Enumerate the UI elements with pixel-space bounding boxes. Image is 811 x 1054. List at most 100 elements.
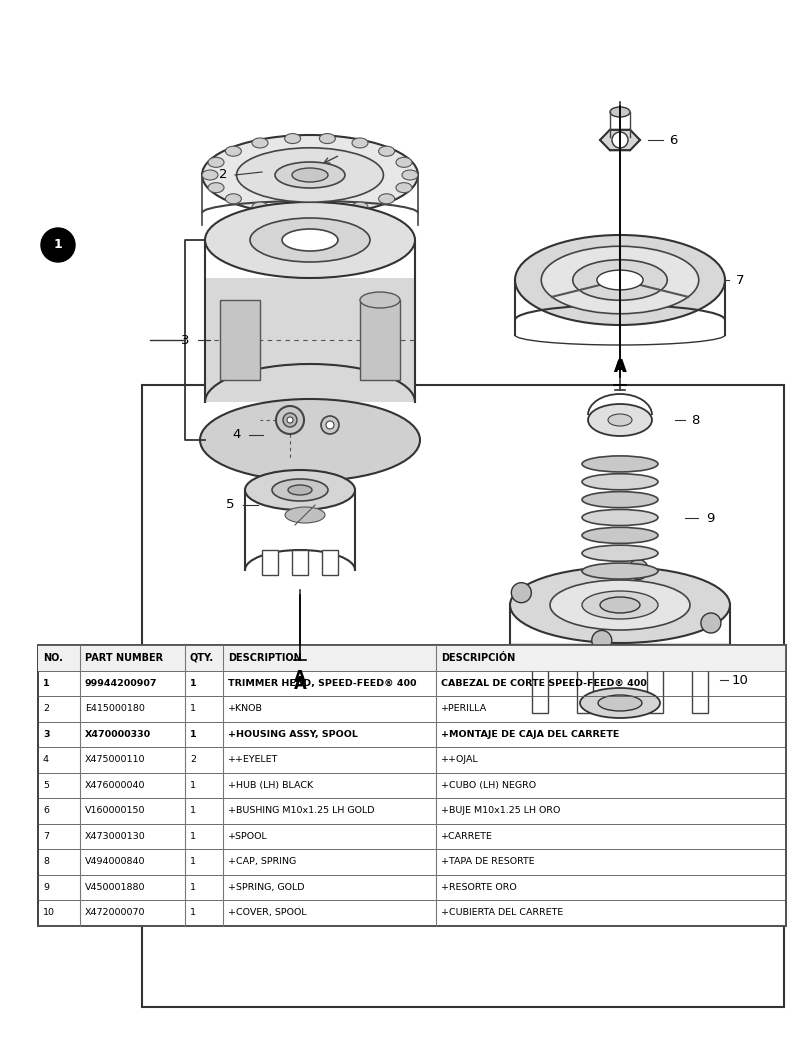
Text: 1: 1 (190, 883, 195, 892)
Text: +HUB (LH) BLACK: +HUB (LH) BLACK (228, 781, 313, 789)
Text: V450001880: V450001880 (85, 883, 145, 892)
Ellipse shape (401, 170, 418, 180)
Bar (577, 653, 592, 713)
Bar (617, 725, 639, 745)
Bar (38, 645, 785, 925)
Ellipse shape (288, 485, 311, 495)
Text: 5: 5 (43, 781, 49, 789)
Text: 2: 2 (43, 704, 49, 714)
Text: X472000070: X472000070 (85, 909, 145, 917)
Ellipse shape (202, 170, 217, 180)
Polygon shape (609, 140, 629, 151)
Ellipse shape (396, 157, 411, 168)
Ellipse shape (202, 135, 418, 215)
Polygon shape (620, 130, 639, 140)
Ellipse shape (319, 207, 335, 216)
Ellipse shape (351, 202, 367, 212)
Ellipse shape (236, 148, 383, 202)
Ellipse shape (609, 108, 629, 117)
Ellipse shape (581, 473, 657, 490)
Ellipse shape (541, 247, 698, 314)
Text: V494000840: V494000840 (85, 857, 145, 866)
Ellipse shape (581, 456, 657, 472)
Text: X470000330: X470000330 (85, 729, 151, 739)
Text: +MONTAJE DE CAJA DEL CARRETE: +MONTAJE DE CAJA DEL CARRETE (440, 729, 619, 739)
Text: +CUBO (LH) NEGRO: +CUBO (LH) NEGRO (440, 781, 535, 789)
Ellipse shape (275, 162, 345, 188)
Ellipse shape (599, 597, 639, 613)
Ellipse shape (581, 491, 657, 508)
Text: 1: 1 (190, 806, 195, 815)
Ellipse shape (581, 527, 657, 544)
Ellipse shape (396, 182, 411, 193)
Text: +CARRETE: +CARRETE (440, 832, 492, 841)
Ellipse shape (319, 134, 335, 143)
Text: TRIMMER HEAD, SPEED-FEED® 400: TRIMMER HEAD, SPEED-FEED® 400 (228, 679, 416, 688)
Text: +SPOOL: +SPOOL (228, 832, 268, 841)
Text: 6: 6 (668, 134, 676, 147)
Ellipse shape (509, 567, 729, 643)
Text: +CUBIERTA DEL CARRETE: +CUBIERTA DEL CARRETE (440, 909, 563, 917)
Ellipse shape (200, 399, 419, 481)
Text: A: A (294, 675, 306, 692)
Text: 9: 9 (43, 883, 49, 892)
Ellipse shape (292, 168, 328, 182)
Polygon shape (509, 643, 729, 730)
Text: CABEZAL DE CORTE SPEED-FEED® 400: CABEZAL DE CORTE SPEED-FEED® 400 (440, 679, 646, 688)
Bar (359, 300, 400, 380)
Ellipse shape (607, 414, 631, 426)
Circle shape (41, 228, 75, 262)
Ellipse shape (581, 591, 657, 619)
Circle shape (511, 583, 530, 603)
Ellipse shape (285, 507, 324, 523)
Text: X476000040: X476000040 (85, 781, 145, 789)
Text: 1: 1 (190, 781, 195, 789)
Ellipse shape (251, 138, 268, 148)
Ellipse shape (285, 207, 300, 216)
Text: 1: 1 (190, 704, 195, 714)
Ellipse shape (351, 138, 367, 148)
Circle shape (276, 406, 303, 434)
Text: ++EYELET: ++EYELET (228, 756, 278, 764)
Text: 8: 8 (43, 857, 49, 866)
Polygon shape (599, 130, 620, 140)
Bar (667, 725, 689, 745)
Bar (262, 550, 277, 575)
Text: +COVER, SPOOL: +COVER, SPOOL (228, 909, 307, 917)
Text: A: A (613, 359, 625, 375)
Circle shape (325, 421, 333, 429)
Text: 1: 1 (190, 729, 196, 739)
Circle shape (283, 413, 297, 427)
Ellipse shape (549, 580, 689, 630)
Text: 1: 1 (190, 909, 195, 917)
Bar (646, 653, 663, 713)
Text: NO.: NO. (43, 652, 62, 663)
Text: ++OJAL: ++OJAL (440, 756, 478, 764)
Ellipse shape (597, 695, 642, 711)
Bar (38, 645, 785, 670)
Text: DESCRIPCIÓN: DESCRIPCIÓN (440, 652, 515, 663)
Text: 3: 3 (181, 333, 189, 347)
Text: +CAP, SPRING: +CAP, SPRING (228, 857, 296, 866)
Text: 7: 7 (43, 832, 49, 841)
Ellipse shape (514, 235, 724, 325)
Ellipse shape (281, 229, 337, 251)
Text: 8: 8 (690, 413, 698, 427)
Bar (691, 653, 707, 713)
Text: +BUSHING M10x1.25 LH GOLD: +BUSHING M10x1.25 LH GOLD (228, 806, 374, 815)
Ellipse shape (250, 218, 370, 262)
Bar (292, 550, 307, 575)
Text: +SPRING, GOLD: +SPRING, GOLD (228, 883, 304, 892)
Ellipse shape (581, 563, 657, 579)
Bar (702, 725, 724, 745)
Text: 2: 2 (190, 756, 195, 764)
Text: 1: 1 (190, 679, 196, 688)
Ellipse shape (251, 202, 268, 212)
Text: 1: 1 (190, 857, 195, 866)
Text: 9: 9 (705, 511, 714, 525)
Text: 7: 7 (735, 273, 744, 287)
Polygon shape (609, 130, 629, 140)
Bar (531, 653, 547, 713)
Ellipse shape (208, 157, 224, 168)
Text: +HOUSING ASSY, SPOOL: +HOUSING ASSY, SPOOL (228, 729, 358, 739)
